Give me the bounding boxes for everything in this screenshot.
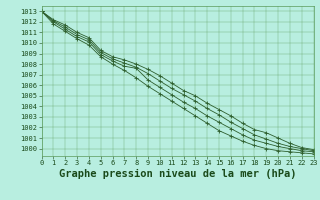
X-axis label: Graphe pression niveau de la mer (hPa): Graphe pression niveau de la mer (hPa) bbox=[59, 169, 296, 179]
